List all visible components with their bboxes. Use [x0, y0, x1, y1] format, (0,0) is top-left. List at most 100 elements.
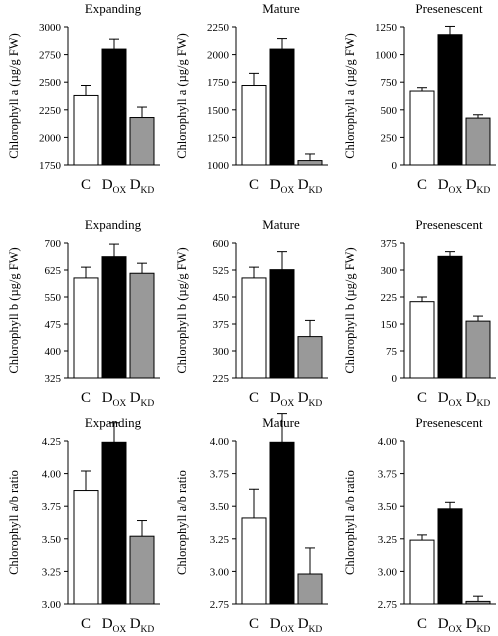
y-tick-label: 150 [381, 319, 398, 331]
y-tick-label: 450 [213, 292, 230, 304]
y-tick-label: 225 [213, 373, 230, 385]
y-tick-label: 1250 [207, 132, 230, 144]
x-tick-label: C [249, 177, 259, 193]
y-tick-label: 1250 [375, 22, 398, 34]
y-tick-label: 2000 [207, 50, 230, 62]
x-tick-label: DKD [298, 616, 323, 635]
panel-title: Mature [262, 217, 300, 232]
bar [465, 600, 491, 605]
y-tick-label: 2500 [39, 77, 62, 89]
y-tick-label: 2.75 [378, 599, 398, 611]
x-tick-label: C [81, 390, 91, 406]
y-tick-label: 0 [392, 160, 398, 172]
x-tick-label: DOX [438, 616, 463, 635]
y-tick-label: 3.75 [42, 501, 62, 513]
x-tick-label: DOX [102, 390, 127, 409]
y-axis-label: Chlorophyll b (µg/g FW) [175, 247, 189, 373]
y-tick-label: 3.50 [378, 501, 398, 513]
bar [437, 34, 463, 166]
bar [269, 441, 295, 605]
x-tick-label: C [417, 177, 427, 193]
panel-3: Presenescent Chlorophyll a (µg/g FW) 0 250 5… [343, 1, 496, 196]
x-tick-label: DKD [130, 177, 155, 196]
panel-9: Presenescent Chlorophyll a/b ratio 2.75 3.0… [343, 415, 496, 635]
y-tick-label: 4.00 [210, 436, 230, 448]
panel-2: Mature Chlorophyll a (µg/g FW) 1000 1250 150… [175, 1, 328, 196]
y-tick-label: 550 [45, 292, 62, 304]
bar [409, 539, 435, 605]
y-axis-label: Chlorophyll b (µg/g FW) [7, 247, 21, 373]
bar [241, 277, 267, 379]
y-tick-label: 3.50 [42, 534, 62, 546]
y-tick-label: 475 [45, 319, 62, 331]
y-tick-label: 2.75 [210, 599, 230, 611]
bar [437, 508, 463, 605]
y-axis-label: Chlorophyll a/b ratio [175, 470, 189, 575]
bar [269, 48, 295, 166]
bar [241, 85, 267, 166]
y-tick-label: 700 [45, 238, 62, 250]
bar [73, 94, 99, 166]
x-tick-label: C [417, 390, 427, 406]
bar [269, 269, 295, 379]
panel-title: Mature [262, 1, 300, 16]
x-tick-label: DKD [298, 177, 323, 196]
y-tick-label: 2000 [39, 132, 62, 144]
y-tick-label: 1750 [207, 77, 230, 89]
y-tick-label: 3.25 [42, 566, 62, 578]
y-tick-label: 3.50 [210, 501, 230, 513]
bar [409, 90, 435, 166]
x-tick-label: DKD [466, 616, 491, 635]
y-tick-label: 3.25 [210, 534, 230, 546]
y-tick-label: 3.00 [378, 566, 398, 578]
x-tick-label: C [81, 616, 91, 632]
panel-8: Mature Chlorophyll a/b ratio 2.75 3.00 3.25 3… [175, 413, 328, 635]
y-tick-label: 75 [386, 346, 398, 358]
y-tick-label: 500 [381, 105, 398, 117]
y-tick-label: 3000 [39, 22, 62, 34]
x-tick-label: DKD [130, 390, 155, 409]
y-tick-label: 225 [381, 292, 398, 304]
y-axis-label: Chlorophyll a (µg/g FW) [7, 33, 21, 159]
panel-title: Presenescent [415, 1, 483, 16]
y-tick-label: 400 [45, 346, 62, 358]
y-tick-label: 375 [381, 238, 398, 250]
bar [129, 272, 155, 379]
panel-5: Mature Chlorophyll b (µg/g FW) 225 300 375 45… [175, 217, 328, 409]
bar [129, 535, 155, 605]
y-tick-label: 3.25 [378, 534, 398, 546]
y-tick-label: 1750 [39, 160, 62, 172]
panel-title: Mature [262, 415, 300, 430]
bar [101, 441, 127, 605]
y-axis-label: Chlorophyll a/b ratio [7, 470, 21, 575]
x-tick-label: DKD [298, 390, 323, 409]
bar [73, 277, 99, 379]
x-tick-label: DKD [466, 390, 491, 409]
x-tick-label: DOX [102, 177, 127, 196]
y-tick-label: 750 [381, 77, 398, 89]
y-tick-label: 4.00 [378, 436, 398, 448]
bar [297, 160, 323, 166]
panel-title: Presenescent [415, 415, 483, 430]
panel-title: Expanding [85, 1, 142, 16]
bar [297, 336, 323, 379]
x-tick-label: DOX [102, 616, 127, 635]
x-tick-label: DKD [130, 616, 155, 635]
x-tick-label: DOX [438, 177, 463, 196]
x-tick-label: DOX [270, 177, 295, 196]
y-axis-label: Chlorophyll a/b ratio [343, 470, 357, 575]
bar [101, 256, 127, 379]
panel-4: Expanding Chlorophyll b (µg/g FW) 325 400 47… [7, 217, 160, 409]
y-tick-label: 625 [45, 265, 62, 277]
panel-title: Presenescent [415, 217, 483, 232]
x-tick-label: C [81, 177, 91, 193]
y-tick-label: 2250 [207, 22, 230, 34]
x-tick-label: C [249, 390, 259, 406]
y-tick-label: 300 [213, 346, 230, 358]
bar [241, 517, 267, 605]
y-tick-label: 3.75 [378, 469, 398, 481]
x-tick-label: C [249, 616, 259, 632]
bar [437, 255, 463, 379]
panel-6: Presenescent Chlorophyll b (µg/g FW) 0 75 15… [343, 217, 496, 409]
